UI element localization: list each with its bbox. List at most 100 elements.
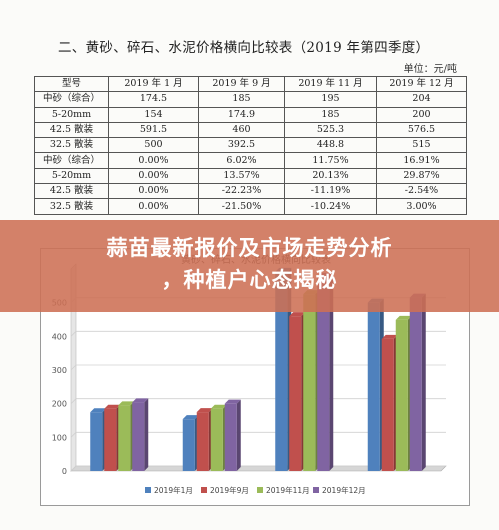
legend-label: 2019年12月 (322, 485, 366, 495)
bar (196, 412, 209, 471)
table-cell: 591.5 (108, 121, 199, 139)
bar (275, 271, 288, 471)
table-cell: -22.23% (198, 183, 285, 200)
table-cell: 0.00% (108, 198, 199, 215)
table-row: 32.5 散装 0.00% -21.50% -10.24% 3.00% (34, 198, 467, 215)
bar-top (196, 408, 213, 413)
legend-swatch (201, 487, 207, 493)
table-header-cell: 型号 (34, 75, 109, 93)
table-header-cell: 2019 年 9 月 (198, 75, 285, 93)
y-tick-label: 200 (52, 400, 67, 409)
bar (132, 402, 145, 471)
table-row: 5-20mm 0.00% 13.57% 20.13% 29.87% (34, 167, 467, 185)
bar-side (421, 293, 426, 471)
table-cell: 3.00% (376, 198, 467, 215)
bar-top (210, 404, 227, 409)
bar-top (289, 312, 306, 317)
bar (381, 338, 394, 471)
table-cell: 29.87% (376, 167, 467, 185)
bar (104, 408, 117, 471)
table-cell: -2.54% (376, 183, 467, 200)
bar (224, 403, 237, 471)
table-header-cell: 2019 年 11 月 (284, 75, 377, 93)
table-cell: 525.3 (284, 121, 377, 139)
bar (303, 294, 316, 471)
table-cell: -10.24% (284, 198, 377, 215)
table-cell: 154 (108, 106, 199, 123)
bar (317, 276, 330, 471)
bar-top (90, 408, 107, 413)
gridline-depth (70, 364, 77, 371)
bar-top (118, 401, 135, 406)
y-tick-label: 100 (52, 433, 67, 442)
table-header-cell: 2019 年 1 月 (108, 75, 199, 93)
table-cell: 200 (376, 106, 467, 123)
table-cell: 185 (284, 106, 377, 123)
table-row: 中砂（综合） 0.00% 6.02% 11.75% 16.91% (34, 152, 467, 169)
table-cell: 42.5 散装 (34, 121, 109, 139)
headline-line-2: ，种植户心态揭秘 (161, 268, 338, 292)
bar (289, 316, 302, 471)
table-cell: 5-20mm (34, 167, 109, 185)
bar-top (104, 404, 121, 409)
headline-line-1: 蒜苗最新报价及市场走势分析 (106, 236, 393, 260)
bar (367, 302, 380, 471)
legend-label: 2019年9月 (210, 485, 249, 495)
bar (395, 319, 408, 471)
y-tick-label: 300 (52, 366, 67, 375)
table-cell: 0.00% (108, 152, 199, 169)
gridline-depth (70, 331, 77, 337)
table-row: 5-20mm 154 174.9 185 200 (34, 106, 467, 123)
table-cell: 中砂（综合） (34, 152, 109, 169)
table-cell: 5-20mm (34, 106, 109, 123)
bar (210, 408, 223, 471)
legend-swatch (257, 487, 263, 493)
bar (409, 297, 422, 471)
table-cell: 185 (198, 91, 285, 108)
table-row: 中砂（综合） 174.5 185 195 204 (34, 91, 467, 108)
bar-side (329, 272, 334, 471)
y-tick-label: 0 (62, 467, 67, 476)
table-cell: 500 (108, 137, 199, 154)
unit-label: 单位：元/吨 (403, 64, 457, 75)
table-cell: 中砂（综合） (34, 91, 109, 108)
gridline-depth (70, 398, 77, 404)
table-row: 42.5 散装 591.5 460 525.3 576.5 (34, 121, 467, 139)
table-cell: 392.5 (198, 137, 285, 154)
document-title: 二、黄砂、碎石、水泥价格横向比较表（2019 年第四季度） (58, 40, 430, 56)
bar-top (224, 399, 241, 404)
table-cell: 0.00% (108, 167, 199, 185)
table-header-cell: 2019 年 12 月 (376, 75, 467, 93)
bar-top (182, 415, 199, 420)
table-cell: 42.5 散装 (34, 183, 109, 200)
legend-swatch (145, 487, 151, 493)
table-cell: 515 (376, 137, 467, 154)
bar-side (236, 399, 241, 471)
table-cell: 0.00% (108, 183, 199, 200)
bar (90, 412, 103, 471)
legend-label: 2019年1月 (154, 485, 193, 495)
table-row: 42.5 散装 0.00% -22.23% -11.19% -2.54% (34, 183, 467, 200)
table-cell: 6.02% (198, 152, 285, 169)
bar (182, 419, 195, 471)
bar-top (132, 398, 149, 403)
bar-top (395, 315, 412, 320)
table-cell: -21.50% (198, 198, 285, 215)
table-cell: 16.91% (376, 152, 467, 169)
table-header-row: 型号 2019 年 1 月 2019 年 9 月 2019 年 11 月 201… (34, 75, 467, 93)
table-cell: 174.9 (198, 106, 285, 123)
table-cell: 32.5 散装 (34, 137, 109, 154)
table-cell: 576.5 (376, 121, 467, 139)
table-cell: 13.57% (198, 167, 285, 185)
legend-label: 2019年11月 (266, 485, 310, 495)
gridline-depth (70, 465, 77, 472)
bar-side (144, 398, 149, 471)
table-cell: 20.13% (284, 167, 377, 185)
table-cell: 195 (284, 91, 377, 108)
bar (118, 405, 131, 471)
y-tick-label: 400 (52, 332, 67, 341)
headline-banner (0, 220, 499, 312)
table-cell: -11.19% (284, 183, 377, 200)
table-row: 32.5 散装 500 392.5 448.8 515 (34, 137, 467, 154)
